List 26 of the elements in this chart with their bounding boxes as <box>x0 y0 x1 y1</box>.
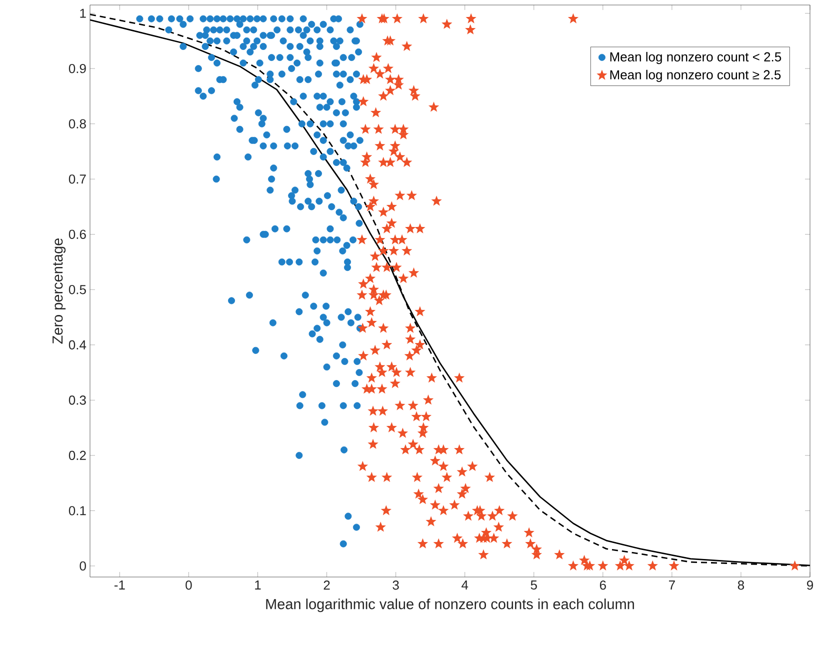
y-tick-label: 0.3 <box>68 396 86 405</box>
y-tick-label: 0.9 <box>68 64 86 74</box>
x-tick-label: 2 <box>324 580 330 590</box>
y-axis-title: Zero percentage <box>52 238 66 344</box>
legend-label: Mean log nonzero count < 2.5 <box>610 52 782 64</box>
x-tick-label: 5 <box>530 580 537 590</box>
y-tick-label: 0.7 <box>68 174 86 184</box>
x-tick-label: 3 <box>392 580 399 590</box>
y-tick-label: 0 <box>80 561 86 571</box>
x-tick-label: -1 <box>114 580 125 590</box>
x-axis-title: Mean logarithmic value of nonzero counts in each column <box>266 598 634 612</box>
legend-label: Mean log nonzero count ≥ 2.5 <box>610 70 781 82</box>
y-tick-label: 0.5 <box>68 285 86 294</box>
x-tick-label: 0 <box>186 580 192 590</box>
y-tick-label: 0.1 <box>68 506 86 516</box>
x-tick-label: 4 <box>462 580 468 590</box>
x-tick-label: 9 <box>807 580 813 590</box>
y-tick-label: 0.8 <box>68 119 86 128</box>
x-tick-label: 1 <box>255 580 261 590</box>
x-tick-label: 7 <box>668 580 675 590</box>
y-tick-label: 0.2 <box>68 450 86 460</box>
y-tick-label: 1 <box>80 8 86 18</box>
y-tick-label: 0.6 <box>68 230 86 239</box>
x-tick-label: 8 <box>738 580 744 590</box>
y-tick-label: 0.4 <box>68 340 86 350</box>
x-tick-label: 6 <box>600 580 606 590</box>
